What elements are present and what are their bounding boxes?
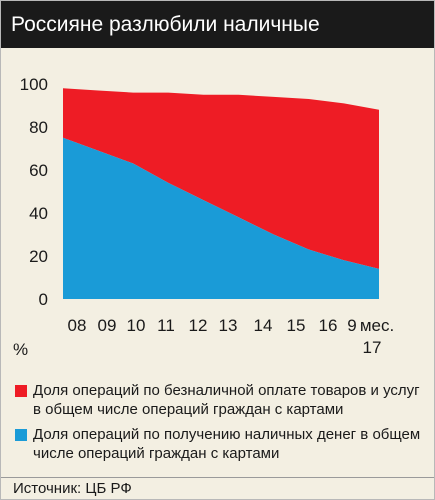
source-note: Источник: ЦБ РФ [13,480,132,497]
area-chart: 0 20 40 60 80 100 08 09 10 11 12 13 14 15 16 9 мес. 17% [13,75,394,359]
y-tick-label: 80 [29,118,48,137]
legend-item-cash: Доля операций по получению наличных дене… [15,425,425,463]
legend-item-cashless: Доля операций по безналичной оплате това… [15,381,425,419]
x-tick-label-year: 17 [363,338,382,357]
y-tick-label: 20 [29,247,48,266]
series-area-cash [63,137,379,299]
legend-label-cash: Доля операций по получению наличных дене… [33,426,421,462]
x-tick-label: 16 [319,316,338,335]
legend-swatch-cash [15,429,27,441]
chart-title: Россияне разлюбили наличные [1,1,434,48]
x-tick-label: 14 [254,316,273,335]
y-axis-unit-label: % [13,340,28,359]
legend-label-cashless: Доля операций по безналичной оплате това… [33,382,420,418]
y-tick-label: 0 [39,290,48,309]
y-tick-label: 60 [29,161,48,180]
x-tick-label: 13 [219,316,238,335]
x-tick-label: 9 [347,316,356,335]
x-tick-label: 11 [157,316,175,335]
x-tick-label: 15 [287,316,306,335]
source-divider [1,477,434,478]
x-tick-label: 08 [68,316,87,335]
y-tick-label: 100 [20,75,48,94]
series-area-cashless [63,88,379,269]
legend-swatch-cashless [15,385,27,397]
x-tick-label: 09 [98,316,117,335]
x-tick-label: 12 [189,316,208,335]
y-tick-label: 40 [29,204,48,223]
x-tick-label: 10 [127,316,146,335]
x-tick-label: мес. [360,316,394,335]
